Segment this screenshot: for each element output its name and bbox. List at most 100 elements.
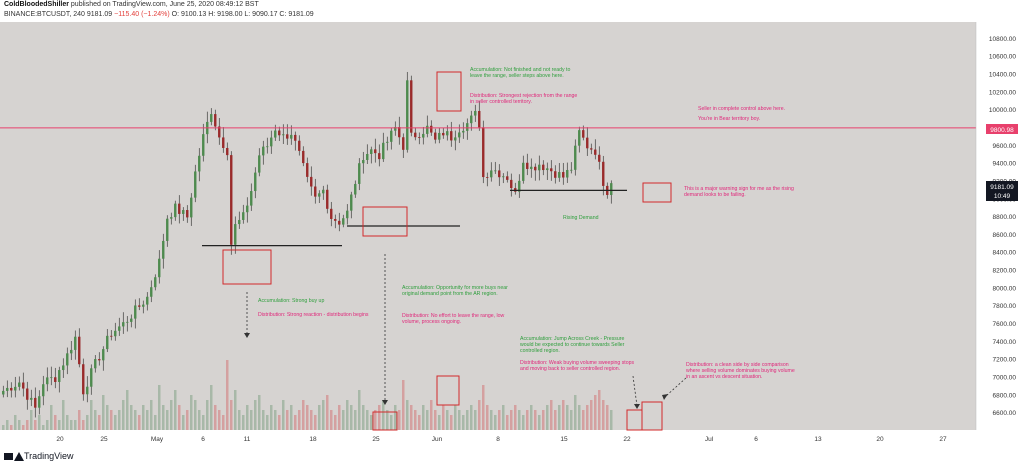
- candle: [14, 376, 17, 398]
- volume-bar: [246, 405, 249, 430]
- candle: [166, 215, 169, 247]
- volume-bar: [82, 420, 85, 430]
- volume-bar: [282, 400, 285, 430]
- volume-bar: [126, 390, 129, 430]
- candle-body: [442, 132, 445, 136]
- candlesticks: [2, 71, 613, 418]
- candle-body: [394, 127, 397, 131]
- x-tick-label: 20: [56, 436, 64, 443]
- candle-body: [526, 162, 529, 169]
- volume-bar: [534, 410, 537, 430]
- candle-body: [334, 218, 337, 221]
- y-tick-label: 10000.00: [989, 107, 1016, 114]
- x-tick-label: 6: [754, 436, 758, 443]
- candle-body: [546, 168, 549, 171]
- symbol-label: BINANCE:BTCUSDT, 240: [4, 11, 85, 18]
- volume-bar: [390, 415, 393, 430]
- volume-bar: [250, 410, 253, 430]
- candle-body: [6, 387, 9, 391]
- note-accum-strong-buy: Accumulation: Strong buy up: [258, 298, 324, 304]
- candle: [486, 172, 489, 187]
- candle-body: [462, 130, 465, 133]
- volume-bar: [598, 390, 601, 430]
- candle-body: [542, 164, 545, 171]
- y-tick-label: 6600.00: [993, 410, 1017, 417]
- candle-body: [582, 130, 585, 138]
- candle-body: [94, 359, 97, 369]
- volume-bar: [178, 405, 181, 430]
- candle-body: [250, 191, 253, 206]
- candle: [38, 390, 41, 415]
- candle: [222, 127, 225, 153]
- candle-body: [10, 387, 13, 391]
- volume-bar: [138, 415, 141, 430]
- candle-body: [50, 377, 53, 379]
- volume-bar: [266, 415, 269, 430]
- candle: [290, 125, 293, 145]
- candle-body: [210, 114, 213, 122]
- candle: [450, 121, 453, 147]
- candle: [358, 158, 361, 191]
- volume-bar: [594, 395, 597, 430]
- candle-body: [466, 123, 469, 131]
- candle-body: [58, 370, 61, 382]
- volume-bar: [186, 410, 189, 430]
- note-rising-demand: Rising Demand: [563, 215, 599, 221]
- candle-body: [350, 194, 353, 211]
- candle-body: [326, 189, 329, 209]
- candle: [550, 160, 553, 181]
- candle: [322, 185, 325, 200]
- volume-bar: [38, 415, 41, 430]
- volume-bar: [42, 425, 45, 430]
- candle: [598, 146, 601, 170]
- candle-body: [182, 210, 185, 214]
- candle-body: [222, 137, 225, 148]
- candle: [70, 340, 73, 361]
- author-name[interactable]: ColdBloodedShiller: [4, 1, 69, 8]
- candle: [74, 330, 77, 360]
- candle-body: [110, 335, 113, 337]
- candle-body: [390, 130, 393, 142]
- y-tick-label: 7000.00: [993, 374, 1017, 381]
- x-tick-label: 22: [623, 436, 631, 443]
- x-tick-label: 25: [100, 436, 108, 443]
- candle: [414, 127, 417, 141]
- candle-body: [170, 217, 173, 219]
- candle-body: [226, 147, 229, 156]
- price-axis-background: [976, 22, 1024, 430]
- candle: [398, 116, 401, 145]
- volume-bar: [18, 420, 21, 430]
- candle: [474, 104, 477, 122]
- volume-bar: [182, 415, 185, 430]
- candle: [318, 190, 321, 204]
- candle-body: [310, 176, 313, 187]
- tradingview-logo-icon[interactable]: [4, 451, 26, 461]
- volume-bar: [238, 410, 241, 430]
- volume-bar: [510, 410, 513, 430]
- candle-body: [294, 134, 297, 141]
- candle-body: [22, 382, 25, 389]
- candle: [110, 330, 113, 341]
- volume-bar: [274, 410, 277, 430]
- volume-bar: [130, 405, 133, 430]
- candle-body: [382, 142, 385, 160]
- footer-brand[interactable]: TradingView: [24, 451, 74, 461]
- annotation-texts: Accumulation: Not finished and not ready…: [258, 67, 795, 380]
- candle: [202, 123, 205, 162]
- candle: [250, 183, 253, 211]
- candle: [258, 148, 261, 177]
- candle: [170, 212, 173, 225]
- y-tick-label: 6800.00: [993, 392, 1017, 399]
- price-chart[interactable]: Accumulation: Not finished and not ready…: [0, 22, 1024, 446]
- volume-bar: [446, 410, 449, 430]
- volume-bar: [350, 405, 353, 430]
- volume-bar: [242, 415, 245, 430]
- volume-bar: [462, 415, 465, 430]
- candle-body: [230, 155, 233, 245]
- volume-bar: [602, 400, 605, 430]
- volume-bar: [70, 420, 73, 430]
- x-tick-label: 15: [560, 436, 568, 443]
- symbol-line: BINANCE:BTCUSDT, 240 9181.09 −115.40 (−1…: [4, 11, 314, 18]
- candle-body: [566, 169, 569, 178]
- candle: [366, 144, 369, 165]
